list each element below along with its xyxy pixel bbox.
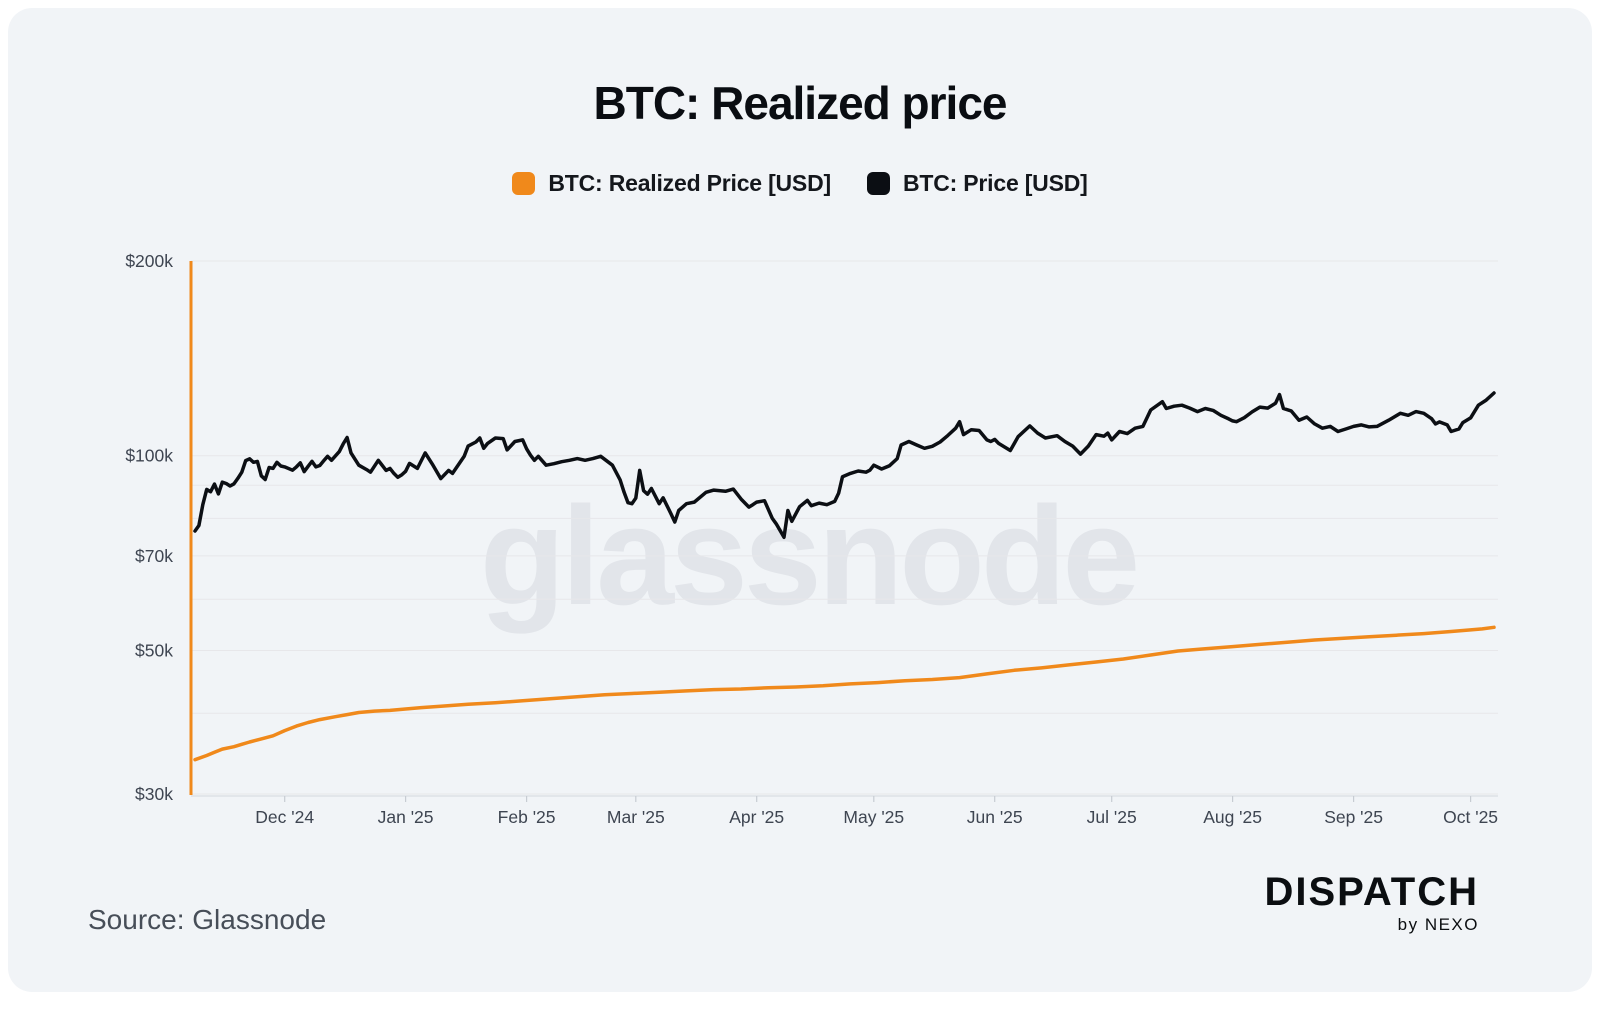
series-line-btc-price: [193, 391, 1496, 540]
chart-title: BTC: Realized price: [593, 77, 1008, 129]
y-tick-label-50k: $50k: [135, 641, 173, 661]
realized-price-swatch-icon: [512, 172, 536, 195]
dispatch-logo: DISPATCH by NEXO: [1264, 872, 1479, 935]
chart-card: BTC: Realized price BTC: Realized Price …: [8, 8, 1592, 992]
dispatch-logo-subtitle: by NEXO: [1397, 915, 1479, 934]
legend-label-btc-price: BTC: Price [USD]: [902, 170, 1088, 196]
x-tick-label: Dec '24: [255, 807, 314, 827]
y-tick-label-70k: $70k: [135, 546, 173, 566]
source-note: Source: Glassnode: [88, 904, 327, 935]
series-line-realized-price: [193, 625, 1496, 762]
x-tick-label: Jun '25: [967, 807, 1023, 827]
y-tick-label-200k: $200k: [125, 251, 173, 271]
x-tick-label: Sep '25: [1324, 807, 1383, 827]
x-tick-label: Feb '25: [498, 807, 556, 827]
x-tick-label: Mar '25: [607, 807, 665, 827]
legend-item-realized-price: BTC: Realized Price [USD]: [512, 170, 831, 197]
btc-price-swatch-icon: [866, 172, 890, 195]
x-tick-label: Jan '25: [378, 807, 434, 827]
legend-label-realized-price: BTC: Realized Price [USD]: [548, 170, 831, 196]
x-tick-label: May '25: [843, 807, 904, 827]
y-tick-label-100k: $100k: [125, 446, 173, 466]
legend: BTC: Realized Price [USD] BTC: Price [US…: [8, 170, 1592, 197]
legend-item-btc-price: BTC: Price [USD]: [866, 170, 1088, 197]
dispatch-logo-title: DISPATCH: [1264, 870, 1479, 914]
y-tick-label-30k: $30k: [135, 784, 173, 804]
x-tick-label: Jul '25: [1087, 807, 1137, 827]
x-tick-label: Apr '25: [729, 807, 784, 827]
x-tick-label: Oct '25: [1443, 807, 1498, 827]
x-tick-label: Aug '25: [1203, 807, 1262, 827]
price-chart-plot: $200k $100k $70k $50k $30k Dec '24 Jan '25 Feb …: [125, 251, 1498, 827]
